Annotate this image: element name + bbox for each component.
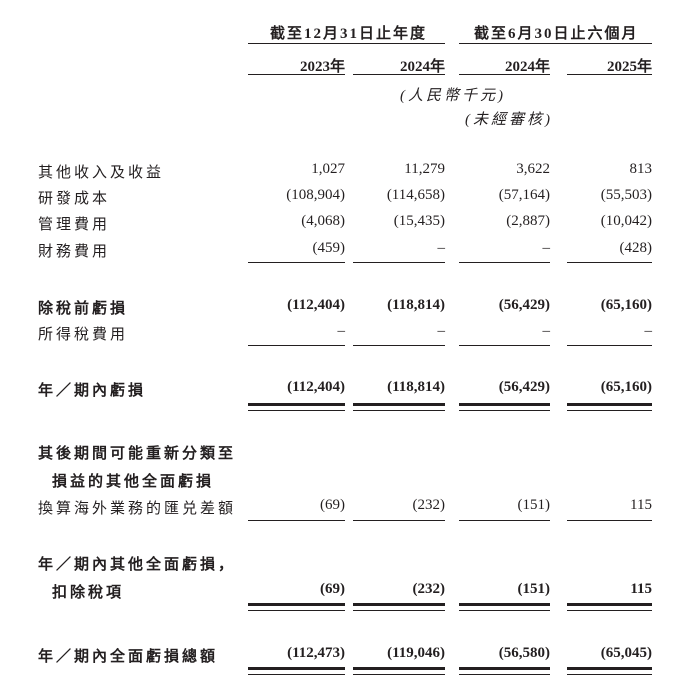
cell-value: 115 (630, 497, 652, 513)
cell-value: (151) (517, 497, 551, 513)
total-double-line (353, 603, 445, 611)
total-double-line (567, 667, 652, 675)
cell-value: – (542, 240, 551, 256)
cell-value: (69) (320, 581, 345, 597)
subtotal-line (248, 345, 345, 346)
total-double-line (248, 603, 345, 611)
divider (459, 43, 652, 44)
cell-value: (119,046) (387, 645, 445, 661)
cell-value: 813 (629, 161, 653, 177)
row-label: 財務費用 (38, 244, 111, 260)
row-label: 所得稅費用 (38, 327, 129, 343)
cell-value: – (437, 240, 446, 256)
year-header: 2023年 (299, 59, 345, 75)
row-label: 年／期內虧損 (38, 383, 147, 399)
cell-value: 1,027 (311, 161, 345, 177)
total-double-line (459, 603, 550, 611)
row-label: 管理費用 (38, 217, 111, 233)
divider (248, 74, 345, 75)
cell-value: (55,503) (600, 187, 652, 203)
divider (567, 74, 652, 75)
row-label: 換算海外業務的匯兑差額 (38, 501, 237, 517)
subtotal-line (353, 262, 445, 263)
total-double-line (353, 403, 445, 411)
cell-value: (428) (619, 240, 653, 256)
cell-value: (118,814) (387, 379, 445, 395)
cell-value: 11,279 (404, 161, 445, 177)
year-header: 2024年 (399, 59, 445, 75)
cell-value: 115 (630, 581, 652, 597)
cell-value: (112,473) (287, 645, 345, 661)
total-double-line (248, 403, 345, 411)
header-group-year: 截至12月31日止年度 (270, 26, 428, 42)
row-label: 其後期間可能重新分類至 (38, 446, 237, 462)
cell-value: (10,042) (600, 213, 652, 229)
year-header: 2025年 (606, 59, 652, 75)
subtotal-line (353, 520, 445, 521)
cell-value: (118,814) (387, 297, 445, 313)
cell-value: (15,435) (393, 213, 445, 229)
cell-value: – (542, 323, 551, 339)
cell-value: (112,404) (287, 379, 345, 395)
currency-note: (人民幣千元) (400, 88, 506, 104)
cell-value: (56,429) (498, 379, 550, 395)
row-label: 年／期內全面虧損總額 (38, 649, 219, 665)
cell-value: (459) (312, 240, 346, 256)
total-double-line (459, 403, 550, 411)
total-double-line (567, 403, 652, 411)
header-group-half: 截至6月30日止六個月 (474, 26, 639, 42)
cell-value: (4,068) (301, 213, 345, 229)
subtotal-line (353, 345, 445, 346)
row-label: 其他收入及收益 (38, 165, 165, 181)
total-double-line (567, 603, 652, 611)
cell-value: – (337, 323, 346, 339)
divider (248, 43, 445, 44)
cell-value: (69) (320, 497, 345, 513)
total-double-line (459, 667, 550, 675)
subtotal-line (248, 520, 345, 521)
total-double-line (248, 667, 345, 675)
subtotal-line (459, 262, 550, 263)
cell-value: (57,164) (498, 187, 550, 203)
row-label: 研發成本 (38, 191, 111, 207)
subtotal-line (567, 262, 652, 263)
row-label-continued: 扣除稅項 (52, 585, 125, 601)
cell-value: (56,429) (498, 297, 550, 313)
subtotal-line (459, 345, 550, 346)
cell-value: (108,904) (286, 187, 345, 203)
divider (459, 74, 550, 75)
cell-value: 3,622 (516, 161, 550, 177)
row-label-continued: 損益的其他全面虧損 (52, 474, 215, 490)
total-double-line (353, 667, 445, 675)
cell-value: (232) (412, 581, 446, 597)
cell-value: (151) (517, 581, 551, 597)
year-header: 2024年 (504, 59, 550, 75)
subtotal-line (567, 520, 652, 521)
cell-value: – (644, 323, 653, 339)
cell-value: (112,404) (287, 297, 345, 313)
cell-value: (56,580) (498, 645, 550, 661)
cell-value: (65,160) (600, 379, 652, 395)
unaudited-note: (未經審核) (465, 112, 553, 128)
subtotal-line (567, 345, 652, 346)
cell-value: (2,887) (506, 213, 550, 229)
divider (353, 74, 445, 75)
cell-value: (232) (412, 497, 446, 513)
cell-value: (65,160) (600, 297, 652, 313)
subtotal-line (248, 262, 345, 263)
row-label: 除稅前虧損 (38, 301, 129, 317)
subtotal-line (459, 520, 550, 521)
cell-value: (65,045) (600, 645, 652, 661)
cell-value: – (437, 323, 446, 339)
cell-value: (114,658) (386, 187, 445, 203)
row-label: 年／期內其他全面虧損， (38, 557, 237, 573)
